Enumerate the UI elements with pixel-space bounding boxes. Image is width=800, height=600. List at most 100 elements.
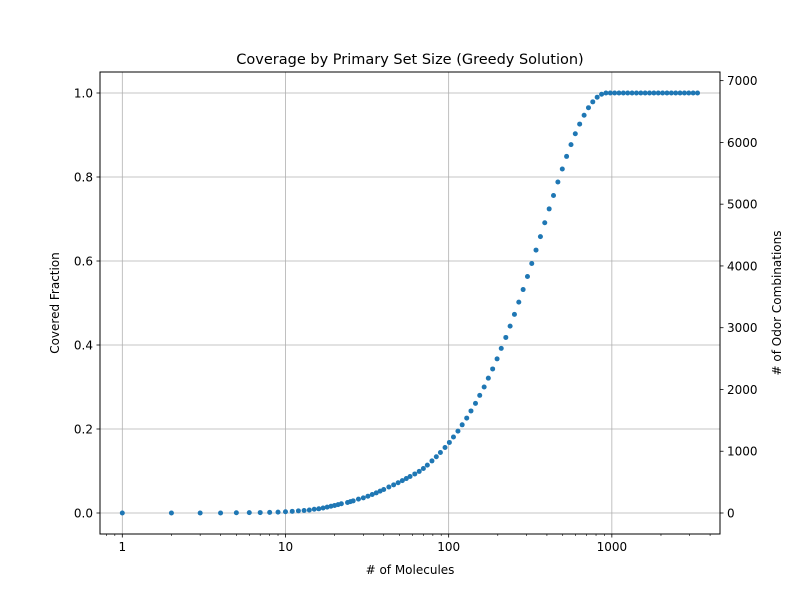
data-point xyxy=(395,480,401,486)
data-point xyxy=(429,458,435,464)
data-point xyxy=(267,509,273,515)
y2-axis-ticks: 0 1000 2000 3000 4000 5000 6000 7000 xyxy=(720,74,758,521)
data-point xyxy=(533,247,539,253)
data-point xyxy=(464,415,470,421)
data-point xyxy=(516,299,522,305)
data-point xyxy=(301,507,307,513)
data-point xyxy=(673,90,679,96)
y2-tick-label: 5000 xyxy=(727,198,758,212)
y2-tick-label: 4000 xyxy=(727,259,758,273)
data-point xyxy=(612,90,618,96)
data-point xyxy=(647,90,653,96)
data-point xyxy=(446,439,452,445)
data-point xyxy=(472,400,478,406)
data-point xyxy=(590,99,596,105)
y-tick-label: 0.2 xyxy=(74,423,93,437)
y-tick-label: 0.8 xyxy=(74,171,93,185)
data-point xyxy=(655,90,661,96)
data-point xyxy=(629,90,635,96)
data-point xyxy=(603,90,609,96)
data-point xyxy=(681,90,687,96)
data-point xyxy=(529,261,535,267)
data-point xyxy=(442,444,448,450)
data-point xyxy=(403,476,409,482)
data-point xyxy=(324,504,330,510)
data-point xyxy=(481,384,487,390)
grid-lines xyxy=(100,72,720,534)
data-point xyxy=(424,462,430,468)
data-point xyxy=(599,91,605,97)
data-point xyxy=(437,450,443,456)
data-point xyxy=(311,506,317,512)
plot-frame xyxy=(99,71,721,535)
y2-tick-label: 3000 xyxy=(727,321,758,335)
data-point xyxy=(690,90,696,96)
data-point xyxy=(350,498,356,504)
chart-title: Coverage by Primary Set Size (Greedy Sol… xyxy=(236,52,583,68)
data-point xyxy=(373,490,379,496)
data-point xyxy=(197,510,203,516)
data-point xyxy=(564,153,570,159)
data-point xyxy=(369,492,375,498)
data-point xyxy=(433,454,439,460)
data-point xyxy=(664,90,670,96)
data-point xyxy=(459,422,465,428)
data-point xyxy=(360,495,366,501)
data-point xyxy=(295,508,301,514)
data-point xyxy=(407,473,413,479)
data-point xyxy=(537,234,543,240)
data-point xyxy=(642,90,648,96)
data-point xyxy=(275,509,281,515)
y-axis-ticks: 0.0 0.2 0.4 0.6 0.8 1.0 xyxy=(74,87,100,521)
data-point xyxy=(455,428,461,434)
data-point xyxy=(381,486,387,492)
data-point xyxy=(490,366,496,372)
data-point xyxy=(257,510,263,516)
data-point xyxy=(477,392,483,398)
data-point xyxy=(246,510,252,516)
data-point xyxy=(416,468,422,474)
data-point xyxy=(668,90,674,96)
y2-axis-label: # of Odor Combinations xyxy=(770,231,784,376)
data-point xyxy=(365,493,371,499)
data-point xyxy=(386,484,392,490)
data-point xyxy=(660,90,666,96)
data-point xyxy=(420,465,426,471)
data-point xyxy=(625,90,631,96)
data-point xyxy=(399,478,405,484)
data-point xyxy=(119,510,125,516)
data-points xyxy=(119,90,701,516)
data-point xyxy=(503,334,509,340)
data-point xyxy=(546,206,552,212)
data-point xyxy=(507,323,513,329)
x-tick-label: 100 xyxy=(437,540,460,554)
data-point xyxy=(412,471,418,477)
y2-tick-label: 0 xyxy=(727,507,735,521)
data-point xyxy=(524,274,530,280)
data-point xyxy=(289,508,295,514)
data-point xyxy=(572,131,578,137)
y-tick-label: 0.4 xyxy=(74,339,93,353)
data-point xyxy=(233,510,239,516)
data-point xyxy=(338,501,344,507)
data-point xyxy=(306,507,312,513)
data-point xyxy=(218,510,224,516)
data-point xyxy=(555,179,561,185)
data-point xyxy=(511,311,517,317)
data-point xyxy=(633,90,639,96)
data-point xyxy=(485,375,491,381)
y-tick-label: 1.0 xyxy=(74,87,93,101)
data-point xyxy=(542,220,548,226)
data-point xyxy=(316,506,322,512)
y2-tick-label: 2000 xyxy=(727,383,758,397)
data-point xyxy=(677,90,683,96)
data-point xyxy=(581,112,587,118)
data-point xyxy=(594,94,600,100)
data-point xyxy=(320,505,326,511)
x-axis-label: # of Molecules xyxy=(366,563,455,577)
y-axis-label: Covered Fraction xyxy=(48,252,62,354)
data-point xyxy=(695,90,701,96)
data-point xyxy=(282,509,288,515)
data-point xyxy=(450,434,456,440)
